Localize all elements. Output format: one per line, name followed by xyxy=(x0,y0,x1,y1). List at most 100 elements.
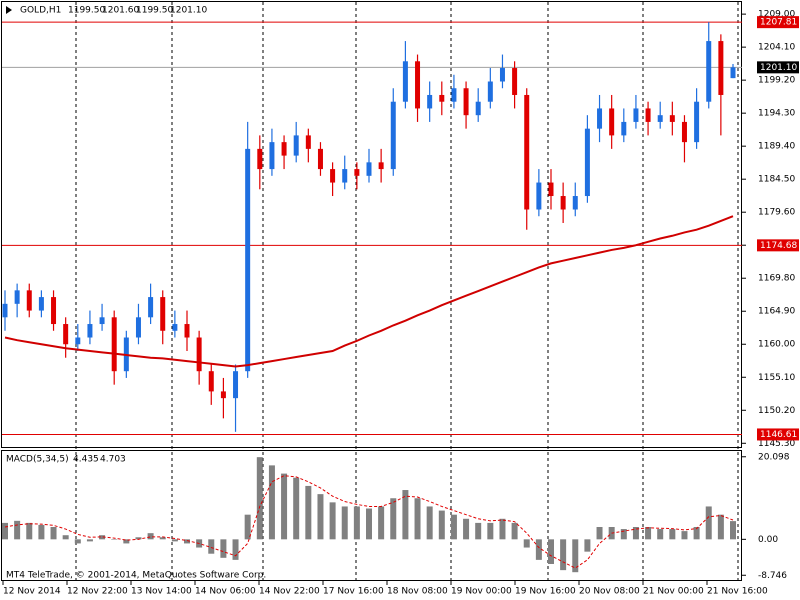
macd-bar xyxy=(74,539,81,544)
candle-body xyxy=(172,324,178,331)
macd-bar xyxy=(511,522,518,540)
candle-body xyxy=(730,67,736,79)
candle-body xyxy=(475,101,481,116)
y-tick-label: 1199.20 xyxy=(758,76,795,86)
candle-body xyxy=(51,297,57,325)
macd-bar xyxy=(111,539,118,540)
candle-body xyxy=(621,121,627,136)
ohlc-label: 1201.60 xyxy=(102,6,139,16)
macd-bar xyxy=(426,506,433,540)
candle-body xyxy=(342,169,348,183)
candle-body xyxy=(706,41,712,102)
macd-bar xyxy=(645,527,652,540)
candle-body xyxy=(463,88,469,116)
candle-body xyxy=(718,41,724,95)
candle-body xyxy=(196,337,202,372)
macd-bar xyxy=(487,522,494,540)
macd-bar xyxy=(402,490,409,540)
y-tick-label: 1164.90 xyxy=(758,307,795,317)
candle-body xyxy=(257,148,263,170)
ohlc-label: 1201.10 xyxy=(170,6,207,16)
candle-body xyxy=(184,324,190,338)
macd-bar xyxy=(693,527,700,540)
macd-bar xyxy=(390,498,397,540)
y-tick-label: 1194.30 xyxy=(758,109,795,119)
candle-body xyxy=(560,196,566,210)
candle-body xyxy=(317,148,323,170)
current-price-tag xyxy=(757,61,799,74)
macd-bar xyxy=(560,539,567,571)
x-tick-label: 17 Nov 16:00 xyxy=(323,587,384,597)
y-tick-label: 1155.10 xyxy=(758,373,795,383)
candle-body xyxy=(536,182,542,210)
y-tick-label: 20.098 xyxy=(758,452,790,462)
x-tick-label: 21 Nov 00:00 xyxy=(643,587,704,597)
candle-body xyxy=(208,371,214,392)
y-tick-label: 1189.40 xyxy=(758,142,795,152)
macd-bar xyxy=(450,514,457,540)
x-tick-label: 18 Nov 08:00 xyxy=(387,587,448,597)
macd-bar xyxy=(244,514,251,540)
macd-bar xyxy=(26,522,33,540)
macd-bar xyxy=(341,506,348,540)
candle-body xyxy=(524,94,530,210)
x-tick-label: 19 Nov 16:00 xyxy=(515,587,576,597)
macd-pane xyxy=(1,450,742,581)
candle-body xyxy=(669,115,675,122)
macd-bar xyxy=(353,506,360,540)
candle-body xyxy=(160,297,166,331)
candle-body xyxy=(63,324,69,345)
x-tick-label: 19 Nov 00:00 xyxy=(451,587,512,597)
macd-bar xyxy=(463,518,470,540)
candle-body xyxy=(269,142,275,170)
y-tick-label: 1145.30 xyxy=(758,439,795,449)
macd-bar xyxy=(414,498,421,540)
macd-bar xyxy=(596,527,603,540)
macd-bar xyxy=(523,539,530,548)
candle-body xyxy=(512,68,518,95)
macd-bar xyxy=(499,518,506,540)
x-tick-label: 13 Nov 14:00 xyxy=(131,587,192,597)
candle-body xyxy=(330,169,336,183)
macd-bar xyxy=(669,529,676,540)
macd-bar xyxy=(14,520,21,540)
candle-body xyxy=(609,108,615,136)
x-tick-label: 14 Nov 22:00 xyxy=(259,587,320,597)
macd-bar xyxy=(378,506,385,540)
candle-body xyxy=(415,61,421,109)
x-tick-label: 14 Nov 06:00 xyxy=(195,587,256,597)
y-tick-label: -8.746 xyxy=(758,571,787,581)
macd-bar xyxy=(184,539,190,544)
macd-bar xyxy=(329,502,336,540)
candle-body xyxy=(2,303,8,318)
candle-body xyxy=(499,68,505,82)
candle-body xyxy=(572,196,578,210)
signal-line xyxy=(4,475,734,569)
candle-body xyxy=(281,142,287,156)
y-tick-label: 1150.20 xyxy=(758,406,795,416)
candle-body xyxy=(439,94,445,102)
macd-bar xyxy=(99,535,106,540)
level-label: 1146.61 xyxy=(760,430,797,440)
candle-body xyxy=(354,169,360,176)
macd-value: 4.435 xyxy=(73,455,99,465)
y-tick-label: 1179.60 xyxy=(758,208,795,218)
y-tick-label: 1169.80 xyxy=(758,274,795,284)
macd-bar xyxy=(705,506,712,540)
candle-body xyxy=(14,290,20,304)
candle-body xyxy=(75,337,81,345)
macd-bar xyxy=(535,539,542,560)
macd-bar xyxy=(293,477,300,540)
x-tick-label: 20 Nov 08:00 xyxy=(579,587,640,597)
candle-body xyxy=(633,108,639,122)
level-tag xyxy=(757,428,799,441)
candle-body xyxy=(378,162,384,170)
ohlc-label: 1199.50 xyxy=(68,6,105,16)
candle-body xyxy=(645,108,651,122)
macd-bar xyxy=(123,539,130,544)
macd-bar xyxy=(208,539,215,554)
candle-body xyxy=(657,115,663,122)
candle-body xyxy=(233,371,239,399)
